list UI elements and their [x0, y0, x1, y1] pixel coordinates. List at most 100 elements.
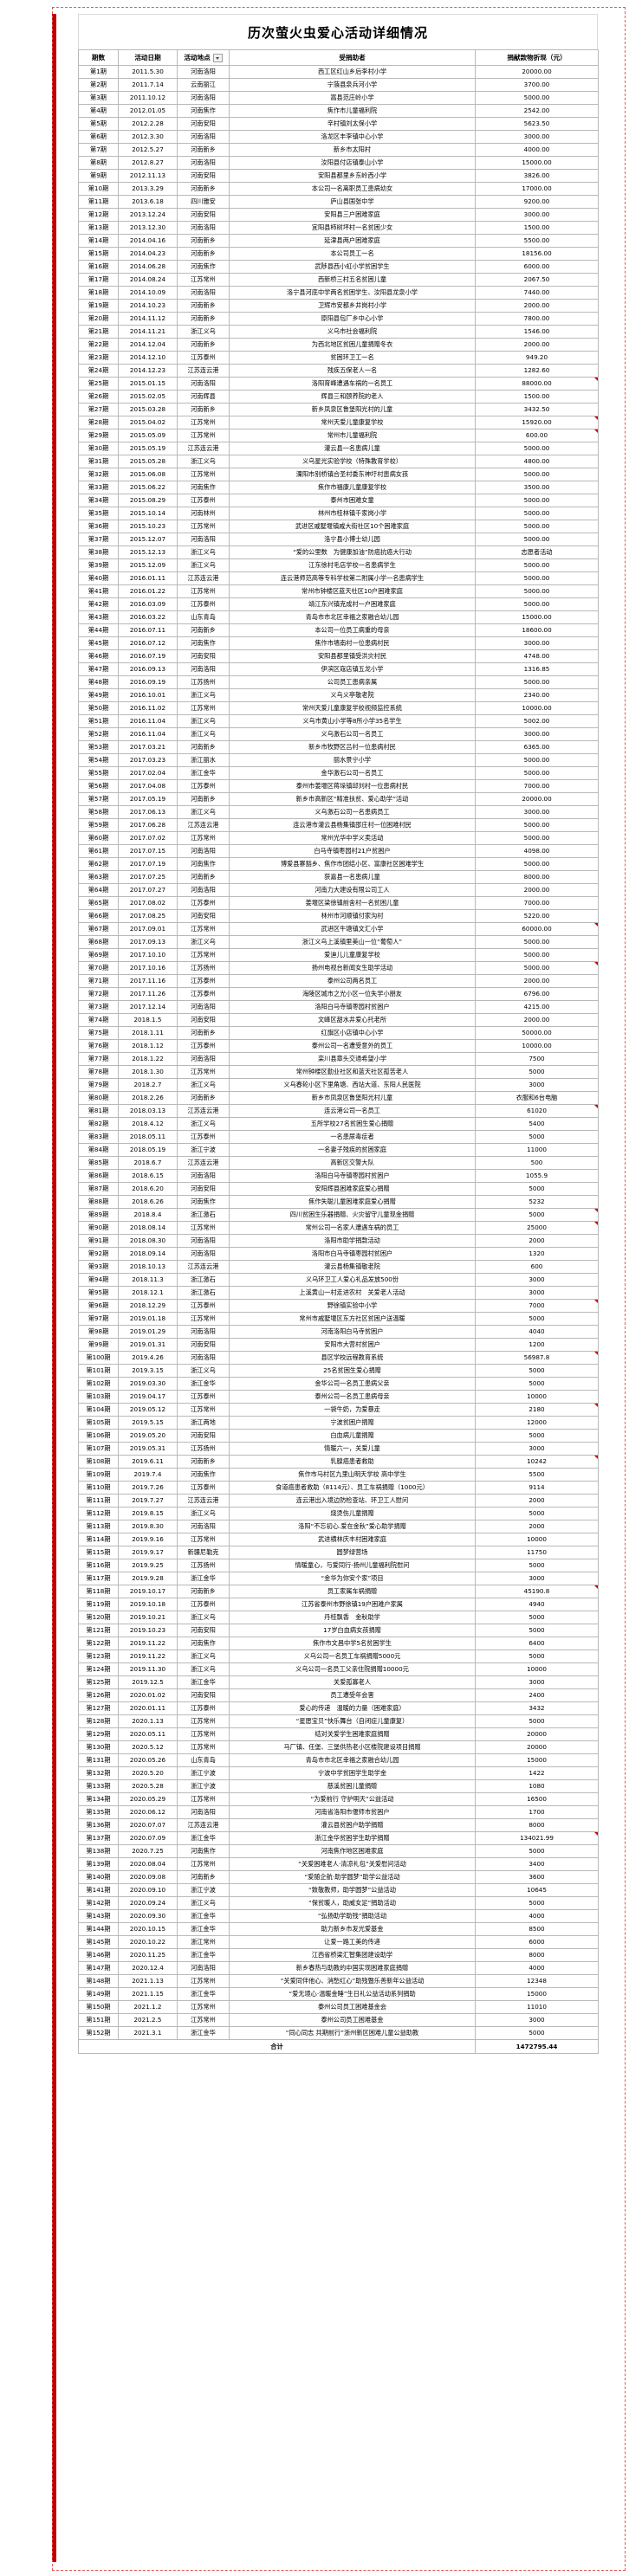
cell-period[interactable]: 第65期 [78, 896, 119, 910]
cell-period[interactable]: 第122期 [78, 1637, 119, 1650]
cell-date[interactable]: 2020.09.30 [118, 1909, 178, 1923]
cell-date[interactable]: 2019.9.16 [118, 1533, 178, 1546]
cell-amount[interactable]: 5000 [475, 1624, 599, 1637]
cell-location[interactable]: 江苏常州 [177, 273, 230, 287]
table-row[interactable]: 第96期 2018.12.29 江苏泰州 野徐镇实验中小学 7000 [78, 1299, 599, 1313]
cell-date[interactable]: 2020.5.12 [118, 1740, 178, 1754]
cell-date[interactable]: 2019.10.21 [118, 1611, 178, 1624]
cell-period[interactable]: 第59期 [78, 818, 119, 832]
table-row[interactable]: 第138期 2020.7.25 河南焦作 河南焦作地区困难家庭 5000 [78, 1844, 599, 1858]
cell-date[interactable]: 2014.12.23 [118, 364, 178, 378]
cell-period[interactable]: 第74期 [78, 1013, 119, 1027]
cell-period[interactable]: 第13期 [78, 221, 119, 235]
cell-date[interactable]: 2020.05.11 [118, 1727, 178, 1741]
cell-location[interactable]: 河南洛阳 [177, 1520, 230, 1533]
cell-location[interactable]: 浙江金华 [177, 1675, 230, 1689]
cell-amount-with-comment[interactable]: 2180 [475, 1403, 599, 1417]
table-row[interactable]: 第79期 2018.2.7 浙江义乌 义乌春轮小区下里角塘、西站大道、东阳人民医院 30… [78, 1078, 599, 1092]
cell-date[interactable]: 2017.07.19 [118, 857, 178, 871]
cell-period[interactable]: 第5期 [78, 117, 119, 131]
cell-recipient[interactable]: 武进横林庆丰村困难家庭 [229, 1533, 476, 1546]
cell-recipient[interactable]: 泰州市姜堰区蒋垛镇邱刘村一位患病村民 [229, 779, 476, 793]
table-row[interactable]: 第80期 2018.2.26 河南新乡 新乡市凤泉区鲁堡阳光村儿童 衣服和6台电脑 [78, 1091, 599, 1105]
cell-date[interactable]: 2016.07.19 [118, 649, 178, 663]
cell-date[interactable]: 2018.6.15 [118, 1169, 178, 1183]
cell-recipient[interactable]: “关爱困难老人·清凉礼包”关爱慰问活动 [229, 1857, 476, 1871]
cell-amount[interactable]: 9114 [475, 1481, 599, 1495]
cell-recipient[interactable]: 残疾五保老人一名 [229, 364, 476, 378]
col-header-period[interactable]: 期数 [78, 49, 119, 66]
cell-period[interactable]: 第119期 [78, 1598, 119, 1611]
cell-recipient[interactable]: 红旗区小店镇中心小学 [229, 1026, 476, 1040]
cell-amount[interactable]: 15000.00 [475, 610, 599, 624]
cell-recipient[interactable]: 常州钟楼区勤业社区和蓝天社区孤苦老人 [229, 1065, 476, 1079]
cell-period[interactable]: 第61期 [78, 844, 119, 858]
cell-location[interactable]: 浙江宁波 [177, 1766, 230, 1780]
cell-period[interactable]: 第27期 [78, 403, 119, 416]
cell-date[interactable]: 2015.12.13 [118, 546, 178, 559]
table-row[interactable]: 第77期 2018.1.22 河南洛阳 栾川县章头交通希望小学 7500 [78, 1052, 599, 1066]
cell-date[interactable]: 2017.09.01 [118, 922, 178, 936]
table-row[interactable]: 第111期 2019.7.27 江苏连云港 连云港出入境边防检查站、环卫工人慰问 200… [78, 1494, 599, 1508]
table-row[interactable]: 第86期 2018.6.15 河南洛阳 洛阳白马寺镇枣园村贫困户 1055.9 [78, 1169, 599, 1183]
cell-period[interactable]: 第133期 [78, 1779, 119, 1793]
cell-amount[interactable]: 5000.00 [475, 584, 599, 598]
table-row[interactable]: 第129期 2020.05.11 江苏常州 结对关爱学生困难家庭捐赠 20000 [78, 1727, 599, 1741]
cell-date[interactable]: 2020.1.13 [118, 1714, 178, 1728]
cell-recipient[interactable]: 焦作市福康儿童康复学校 [229, 481, 476, 494]
cell-amount-with-comment[interactable]: 25000 [475, 1221, 599, 1235]
table-row[interactable]: 第27期 2015.03.28 河南新乡 新乡凤泉区鲁堡阳光村的儿童 3432.50 [78, 403, 599, 416]
cell-period[interactable]: 第16期 [78, 260, 119, 274]
cell-amount[interactable]: 3000 [475, 2013, 599, 2027]
cell-amount[interactable]: 2000.00 [475, 883, 599, 897]
cell-date[interactable]: 2015.12.07 [118, 533, 178, 546]
cell-location[interactable]: 河南新乡 [177, 403, 230, 416]
table-row[interactable]: 第125期 2019.12.5 浙江金华 关爱孤寡老人 3000 [78, 1675, 599, 1689]
cell-location[interactable]: 浙江义乌 [177, 727, 230, 741]
table-row[interactable]: 第49期 2016.10.01 浙江义乌 义乌义亭敬老院 2340.00 [78, 688, 599, 702]
cell-amount[interactable]: 6400 [475, 1637, 599, 1650]
cell-location[interactable]: 江苏扬州 [177, 1442, 230, 1456]
table-row[interactable]: 第149期 2021.1.15 浙江金华 “爱无境心·温暖金睡”生日礼公益活动系列捐助… [78, 1987, 599, 2001]
cell-recipient[interactable]: 常州市戚墅堰区东方社区贫困户送温暖 [229, 1312, 476, 1326]
cell-amount[interactable]: 7000.00 [475, 779, 599, 793]
cell-location[interactable]: 江苏常州 [177, 520, 230, 533]
cell-location[interactable]: 江苏连云港 [177, 364, 230, 378]
table-row[interactable]: 第51期 2016.11.04 浙江义乌 义乌市黄山小学等8所小学35名学生 5002.… [78, 714, 599, 728]
table-row[interactable]: 第147期 2020.12.4 河南洛阳 新乡春热与助教的中国实现困难家庭捐赠 4000 [78, 1961, 599, 1975]
cell-date[interactable]: 2018.10.13 [118, 1260, 178, 1274]
cell-recipient[interactable]: 洛宁县小博士幼儿园 [229, 533, 476, 546]
cell-date[interactable]: 2015.03.28 [118, 403, 178, 416]
cell-recipient[interactable]: 四川贫困生乐器捐赠、火灾留守儿童现金捐赠 [229, 1208, 476, 1222]
cell-recipient[interactable]: 宁波中学贫困学生助学金 [229, 1766, 476, 1780]
cell-period[interactable]: 第147期 [78, 1961, 119, 1975]
cell-location[interactable]: 江苏常州 [177, 1312, 230, 1326]
cell-period[interactable]: 第68期 [78, 935, 119, 949]
cell-amount[interactable]: 3000.00 [475, 805, 599, 819]
cell-period[interactable]: 第78期 [78, 1065, 119, 1079]
cell-amount-with-comment[interactable]: 7000 [475, 1299, 599, 1313]
cell-amount[interactable]: 2000.00 [475, 974, 599, 988]
cell-location[interactable]: 江苏扬州 [177, 1559, 230, 1572]
table-row[interactable]: 第67期 2017.09.01 江苏常州 武进区牛塘镇文汇小学 60000.00 [78, 922, 599, 936]
cell-location[interactable]: 江苏泰州 [177, 1299, 230, 1313]
cell-location[interactable]: 浙江金华 [177, 2026, 230, 2040]
cell-amount-with-comment[interactable]: 600.00 [475, 429, 599, 442]
cell-amount-with-comment[interactable]: 88000.00 [475, 377, 599, 391]
cell-location[interactable]: 浙江激石 [177, 1273, 230, 1287]
cell-location[interactable]: 河南安阳 [177, 649, 230, 663]
cell-period[interactable]: 第15期 [78, 247, 119, 261]
cell-recipient[interactable]: 焦作市马村区九里山明天学校 高中学生 [229, 1468, 476, 1482]
cell-location[interactable]: 河南洛阳 [177, 1000, 230, 1014]
cell-amount[interactable]: 5623.50 [475, 117, 599, 131]
cell-date[interactable]: 2016.07.11 [118, 623, 178, 637]
cell-recipient[interactable]: “弘扬助学助残”捐助活动 [229, 1909, 476, 1923]
cell-period[interactable]: 第66期 [78, 909, 119, 923]
cell-period[interactable]: 第35期 [78, 507, 119, 520]
table-row[interactable]: 第40期 2016.01.11 江苏连云港 连云港师范高等专科学校第二附属小学一名患病… [78, 571, 599, 585]
cell-period[interactable]: 第128期 [78, 1714, 119, 1728]
cell-location[interactable]: 浙江义乌 [177, 1650, 230, 1663]
cell-location[interactable]: 浙江激石 [177, 1208, 230, 1222]
cell-period[interactable]: 第144期 [78, 1922, 119, 1936]
cell-date[interactable]: 2017.02.04 [118, 766, 178, 780]
